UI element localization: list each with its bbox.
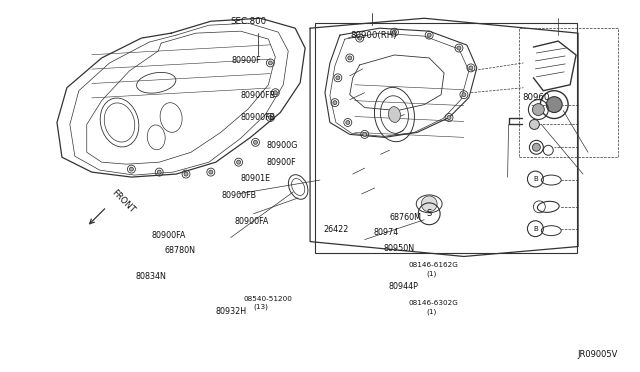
Text: 80900FB: 80900FB bbox=[241, 113, 276, 122]
Circle shape bbox=[184, 172, 188, 176]
Text: 08146-6162G: 08146-6162G bbox=[409, 262, 459, 268]
Circle shape bbox=[421, 196, 437, 212]
Circle shape bbox=[237, 160, 241, 164]
Text: 80834N: 80834N bbox=[136, 272, 166, 281]
Ellipse shape bbox=[388, 107, 401, 122]
Circle shape bbox=[157, 170, 161, 174]
Text: S: S bbox=[426, 209, 432, 218]
Text: 80900FA: 80900FA bbox=[152, 231, 186, 240]
Circle shape bbox=[333, 101, 337, 105]
Text: 80974: 80974 bbox=[374, 228, 399, 237]
Circle shape bbox=[268, 116, 273, 119]
Text: 80900FB: 80900FB bbox=[221, 191, 257, 200]
Text: 80900G: 80900G bbox=[266, 141, 298, 150]
Text: 80944P: 80944P bbox=[388, 282, 419, 291]
Text: 68760M: 68760M bbox=[390, 213, 422, 222]
Text: 80900FA: 80900FA bbox=[234, 217, 269, 225]
Circle shape bbox=[129, 167, 133, 171]
Text: 80932H: 80932H bbox=[215, 307, 246, 316]
Text: (13): (13) bbox=[253, 304, 268, 310]
Text: 68780N: 68780N bbox=[164, 246, 195, 255]
Circle shape bbox=[462, 93, 466, 97]
Text: 80900(RH): 80900(RH) bbox=[351, 31, 397, 40]
Text: 08540-51200: 08540-51200 bbox=[244, 296, 292, 302]
Circle shape bbox=[348, 56, 352, 60]
Circle shape bbox=[532, 143, 540, 151]
Circle shape bbox=[363, 132, 367, 137]
Text: 80900F: 80900F bbox=[231, 56, 260, 65]
Circle shape bbox=[447, 116, 451, 119]
Circle shape bbox=[273, 91, 277, 95]
Text: 26422: 26422 bbox=[323, 225, 349, 234]
Bar bbox=[518, 28, 618, 157]
Text: FRONT: FRONT bbox=[109, 189, 136, 215]
Text: 80900F: 80900F bbox=[266, 157, 296, 167]
Text: 80901E: 80901E bbox=[241, 174, 271, 183]
Circle shape bbox=[268, 61, 273, 65]
Circle shape bbox=[253, 140, 257, 144]
Circle shape bbox=[427, 33, 431, 37]
Text: B: B bbox=[533, 176, 538, 182]
Text: 80900FB: 80900FB bbox=[241, 91, 276, 100]
Circle shape bbox=[532, 104, 544, 116]
Circle shape bbox=[346, 121, 350, 125]
Circle shape bbox=[336, 76, 340, 80]
Circle shape bbox=[457, 46, 461, 50]
Text: 80950N: 80950N bbox=[383, 244, 415, 253]
Text: B: B bbox=[533, 226, 538, 232]
Text: 08146-6302G: 08146-6302G bbox=[409, 300, 459, 306]
Text: (1): (1) bbox=[427, 270, 437, 277]
Circle shape bbox=[529, 119, 540, 129]
Circle shape bbox=[209, 170, 213, 174]
Circle shape bbox=[547, 97, 562, 113]
Bar bbox=[315, 23, 577, 253]
Circle shape bbox=[358, 36, 362, 40]
Text: JR09005V: JR09005V bbox=[577, 350, 618, 359]
Circle shape bbox=[392, 30, 396, 34]
Text: (1): (1) bbox=[427, 308, 437, 315]
Text: SEC.800: SEC.800 bbox=[230, 17, 267, 26]
Circle shape bbox=[469, 66, 473, 70]
Text: 80960: 80960 bbox=[522, 93, 549, 102]
